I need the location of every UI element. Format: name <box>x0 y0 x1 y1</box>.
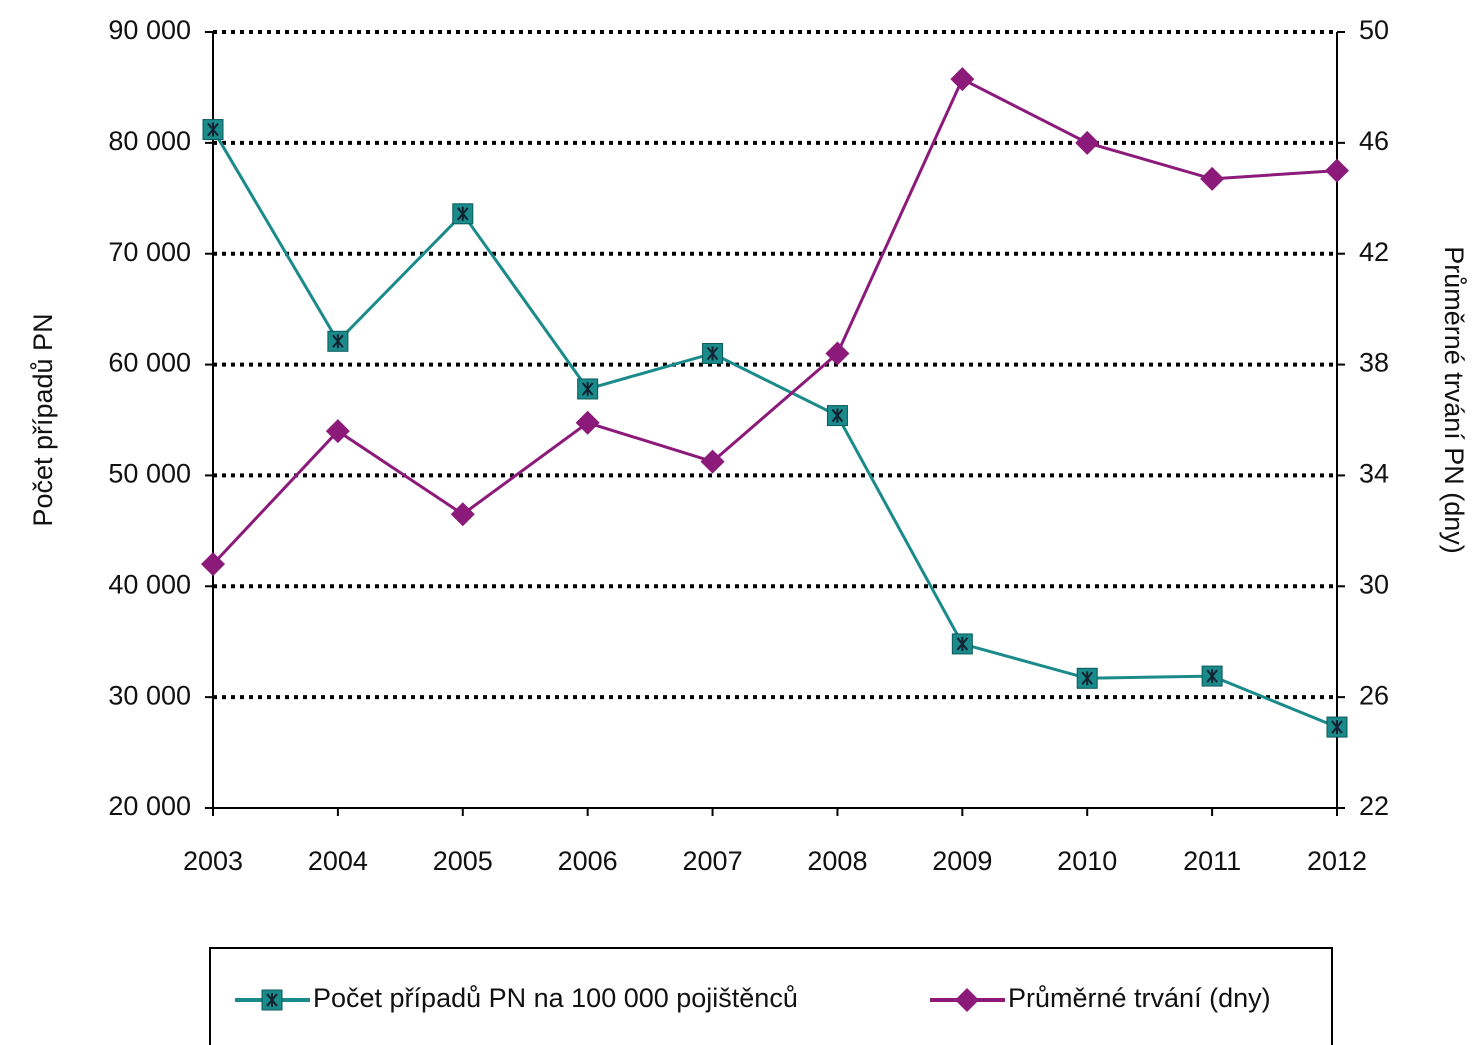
x-tick-label: 2011 <box>1183 846 1241 876</box>
y-tick-label: 40 000 <box>108 569 191 599</box>
marker <box>202 119 224 141</box>
y-tick-label: 50 000 <box>108 459 191 489</box>
marker <box>1075 130 1100 155</box>
marker <box>951 633 973 655</box>
marker <box>1076 667 1098 689</box>
marker <box>577 378 599 400</box>
y2-tick-label: 34 <box>1359 459 1389 489</box>
y2-tick-label: 26 <box>1359 680 1389 710</box>
marker <box>452 203 474 225</box>
marker <box>1326 716 1348 738</box>
y2-tick-label: 30 <box>1359 569 1389 599</box>
y2-axis-label: Průměrné trvání PN (dny) <box>1439 246 1469 554</box>
legend-box <box>209 947 1333 1045</box>
x-tick-label: 2009 <box>932 846 992 876</box>
y-tick-label: 30 000 <box>108 680 191 710</box>
y-tick-label: 80 000 <box>108 126 191 156</box>
marker <box>702 342 724 364</box>
x-tick-label: 2012 <box>1307 846 1367 876</box>
y-tick-label: 20 000 <box>108 791 191 821</box>
marker <box>327 330 349 352</box>
x-tick-label: 2010 <box>1057 846 1117 876</box>
marker <box>1201 665 1223 687</box>
y2-tick-label: 50 <box>1359 15 1389 45</box>
x-tick-label: 2005 <box>433 846 493 876</box>
marker <box>826 405 848 427</box>
x-tick-label: 2004 <box>308 846 368 876</box>
legend-label: Průměrné trvání (dny) <box>1008 983 1271 1013</box>
series-line <box>211 128 1338 729</box>
x-tick-label: 2003 <box>183 846 243 876</box>
marker <box>325 419 350 444</box>
marker <box>700 449 725 474</box>
y2-tick-label: 42 <box>1359 237 1389 267</box>
y2-tick-label: 38 <box>1359 348 1389 378</box>
y-tick-label: 90 000 <box>108 15 191 45</box>
marker <box>575 410 600 435</box>
legend-marker <box>261 989 283 1011</box>
marker <box>450 502 475 527</box>
y-tick-label: 70 000 <box>108 237 191 267</box>
x-tick-label: 2007 <box>683 846 743 876</box>
x-tick-label: 2006 <box>558 846 618 876</box>
y-axis-label: Počet případů PN <box>28 313 58 526</box>
marker <box>201 552 225 577</box>
marker <box>825 341 850 366</box>
marker <box>1325 158 1349 183</box>
x-tick-label: 2008 <box>807 846 867 876</box>
series-line <box>211 77 1338 566</box>
marker <box>1200 166 1225 191</box>
legend-marker <box>955 988 979 1012</box>
y-tick-label: 60 000 <box>108 348 191 378</box>
y2-tick-label: 22 <box>1359 791 1389 821</box>
y2-tick-label: 46 <box>1359 126 1389 156</box>
legend-label: Počet případů PN na 100 000 pojištěnců <box>313 983 798 1013</box>
marker <box>950 67 975 92</box>
